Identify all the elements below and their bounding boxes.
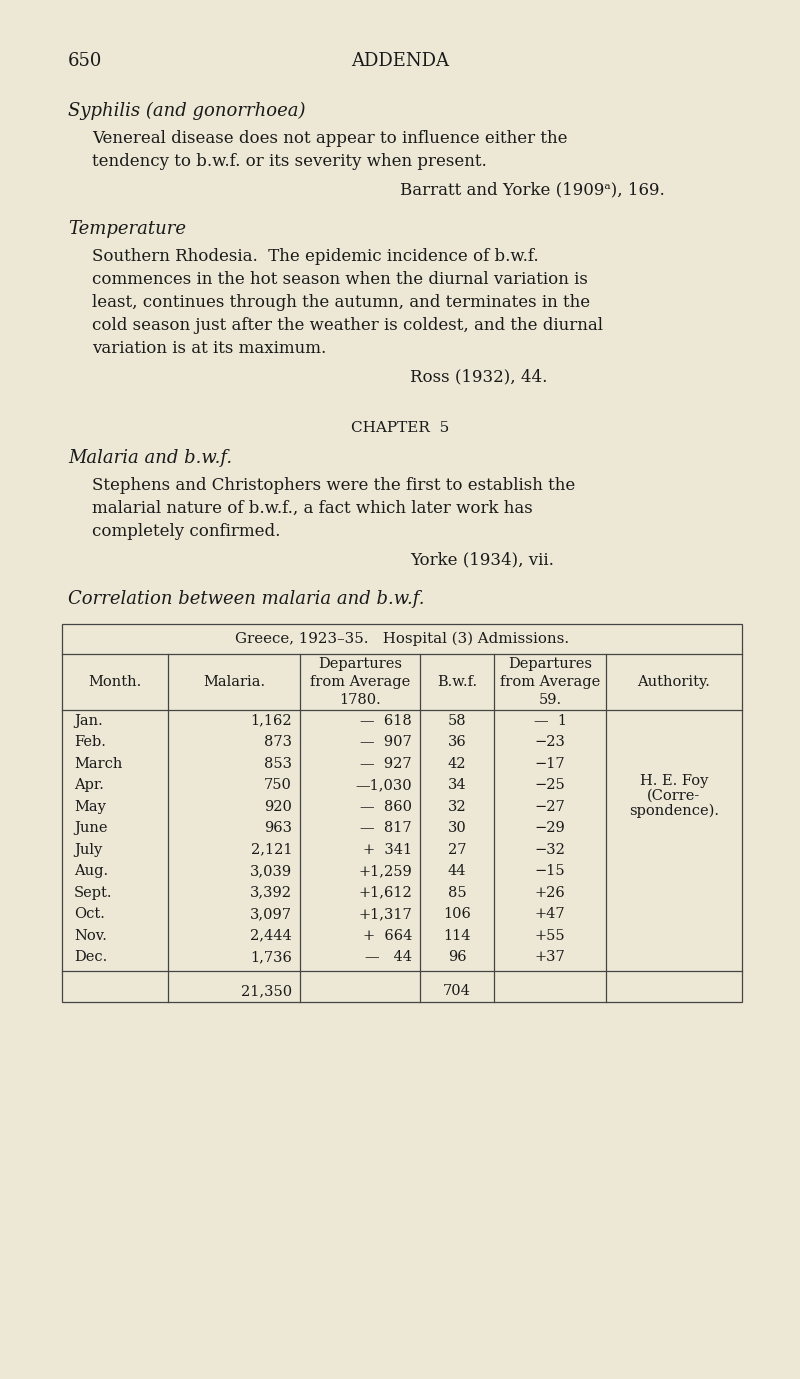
Text: Jan.: Jan. <box>74 714 102 728</box>
Text: Venereal disease does not appear to influence either the: Venereal disease does not appear to infl… <box>92 130 567 148</box>
Text: Temperature: Temperature <box>68 221 186 239</box>
Text: —  927: — 927 <box>360 757 412 771</box>
Text: Month.: Month. <box>88 674 142 690</box>
Text: 21,350: 21,350 <box>241 985 292 998</box>
Text: Southern Rhodesia.  The epidemic incidence of b.w.f.: Southern Rhodesia. The epidemic incidenc… <box>92 248 538 265</box>
Text: —  817: — 817 <box>360 822 412 836</box>
Bar <box>62 625 742 1003</box>
Text: least, continues through the autumn, and terminates in the: least, continues through the autumn, and… <box>92 294 590 312</box>
Text: +37: +37 <box>534 950 566 964</box>
Text: 3,392: 3,392 <box>250 885 292 899</box>
Text: completely confirmed.: completely confirmed. <box>92 523 280 541</box>
Text: (Corre-: (Corre- <box>647 789 701 803</box>
Text: Dec.: Dec. <box>74 950 107 964</box>
Text: 42: 42 <box>448 757 466 771</box>
Text: —  860: — 860 <box>360 800 412 814</box>
Text: 3,039: 3,039 <box>250 865 292 878</box>
Text: Feb.: Feb. <box>74 735 106 749</box>
Text: Aug.: Aug. <box>74 865 108 878</box>
Text: —  1: — 1 <box>534 714 566 728</box>
Text: CHAPTER  5: CHAPTER 5 <box>351 421 449 434</box>
Text: —   44: — 44 <box>365 950 412 964</box>
Text: 873: 873 <box>264 735 292 749</box>
Text: +1,259: +1,259 <box>358 865 412 878</box>
Text: —  907: — 907 <box>360 735 412 749</box>
Text: +47: +47 <box>534 907 566 921</box>
Text: 34: 34 <box>448 778 466 793</box>
Text: +55: +55 <box>534 928 566 943</box>
Text: —1,030: —1,030 <box>355 778 412 793</box>
Text: Ross (1932), 44.: Ross (1932), 44. <box>410 368 547 385</box>
Text: 963: 963 <box>264 822 292 836</box>
Text: ADDENDA: ADDENDA <box>351 52 449 70</box>
Text: +  341: + 341 <box>363 843 412 856</box>
Text: 3,097: 3,097 <box>250 907 292 921</box>
Text: 85: 85 <box>448 885 466 899</box>
Text: 27: 27 <box>448 843 466 856</box>
Text: March: March <box>74 757 122 771</box>
Text: 1,162: 1,162 <box>250 714 292 728</box>
Text: 96: 96 <box>448 950 466 964</box>
Text: +1,317: +1,317 <box>358 907 412 921</box>
Text: 114: 114 <box>443 928 470 943</box>
Text: Yorke (1934), vii.: Yorke (1934), vii. <box>410 552 554 568</box>
Text: Sept.: Sept. <box>74 885 113 899</box>
Text: 2,444: 2,444 <box>250 928 292 943</box>
Text: Oct.: Oct. <box>74 907 105 921</box>
Text: Authority.: Authority. <box>638 674 710 690</box>
Text: Stephens and Christophers were the first to establish the: Stephens and Christophers were the first… <box>92 477 575 494</box>
Text: spondence).: spondence). <box>629 804 719 818</box>
Text: Correlation between malaria and b.w.f.: Correlation between malaria and b.w.f. <box>68 590 425 608</box>
Text: 2,121: 2,121 <box>250 843 292 856</box>
Text: tendency to b.w.f. or its severity when present.: tendency to b.w.f. or its severity when … <box>92 153 486 170</box>
Text: 1,736: 1,736 <box>250 950 292 964</box>
Text: +  664: + 664 <box>362 928 412 943</box>
Text: 32: 32 <box>448 800 466 814</box>
Text: 650: 650 <box>68 52 102 70</box>
Text: variation is at its maximum.: variation is at its maximum. <box>92 341 326 357</box>
Text: commences in the hot season when the diurnal variation is: commences in the hot season when the diu… <box>92 272 588 288</box>
Text: Departures
from Average
59.: Departures from Average 59. <box>500 658 600 707</box>
Text: 30: 30 <box>448 822 466 836</box>
Text: Malaria and b.w.f.: Malaria and b.w.f. <box>68 450 232 467</box>
Text: −32: −32 <box>534 843 566 856</box>
Text: 44: 44 <box>448 865 466 878</box>
Text: cold season just after the weather is coldest, and the diurnal: cold season just after the weather is co… <box>92 317 603 334</box>
Text: July: July <box>74 843 102 856</box>
Text: −17: −17 <box>534 757 566 771</box>
Text: B.w.f.: B.w.f. <box>437 674 477 690</box>
Text: −29: −29 <box>534 822 566 836</box>
Text: 36: 36 <box>448 735 466 749</box>
Text: 106: 106 <box>443 907 471 921</box>
Text: −25: −25 <box>534 778 566 793</box>
Text: −23: −23 <box>534 735 566 749</box>
Text: malarial nature of b.w.f., a fact which later work has: malarial nature of b.w.f., a fact which … <box>92 501 533 517</box>
Text: +1,612: +1,612 <box>358 885 412 899</box>
Text: Greece, 1923–35.   Hospital (3) Admissions.: Greece, 1923–35. Hospital (3) Admissions… <box>235 632 569 647</box>
Text: 853: 853 <box>264 757 292 771</box>
Text: Syphilis (and gonorrhoea): Syphilis (and gonorrhoea) <box>68 102 306 120</box>
Text: Apr.: Apr. <box>74 778 104 793</box>
Text: Barratt and Yorke (1909ᵃ), 169.: Barratt and Yorke (1909ᵃ), 169. <box>400 181 665 199</box>
Text: Departures
from Average
1780.: Departures from Average 1780. <box>310 658 410 707</box>
Text: 704: 704 <box>443 985 471 998</box>
Text: 920: 920 <box>264 800 292 814</box>
Text: +26: +26 <box>534 885 566 899</box>
Text: 58: 58 <box>448 714 466 728</box>
Text: —  618: — 618 <box>360 714 412 728</box>
Text: Malaria.: Malaria. <box>203 674 265 690</box>
Text: 750: 750 <box>264 778 292 793</box>
Text: Nov.: Nov. <box>74 928 107 943</box>
Text: May: May <box>74 800 106 814</box>
Text: H. E. Foy: H. E. Foy <box>640 774 708 787</box>
Text: June: June <box>74 822 107 836</box>
Text: −27: −27 <box>534 800 566 814</box>
Text: −15: −15 <box>534 865 566 878</box>
